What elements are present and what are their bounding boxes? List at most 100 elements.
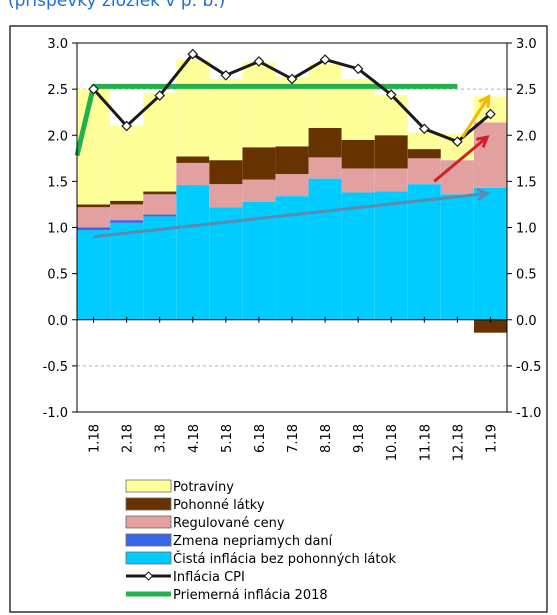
y-tick-label-right: 2.5 [516,83,537,98]
trend-arrow [93,191,488,239]
bar-segment [242,147,276,180]
bar-segment [473,187,507,320]
bar-segment [374,191,408,320]
bar-segment [374,168,408,192]
average-inflation-line [74,83,458,157]
cpi-marker [220,69,232,81]
x-tick-label: 10.18 [385,424,400,461]
x-tick-label: 7.18 [286,424,301,453]
bar-segment [242,62,276,148]
bar-segment [275,173,309,197]
bar-segment [110,126,144,201]
bar-segment [374,135,408,169]
bar-segment [110,200,144,205]
y-tick-label-left: 2.5 [47,83,68,98]
legend-swatch [125,515,172,529]
bar-segment [341,78,375,140]
legend-swatch [125,551,172,565]
x-tick-label: 2.18 [121,424,136,453]
bar-segment [407,132,441,150]
cpi-marker [121,120,132,132]
bar-segment [440,194,474,320]
bar-segment [143,216,177,320]
bar-segment [341,139,375,169]
x-tick-label: 6.18 [253,424,268,453]
bar-segment [341,192,375,320]
bar-segment [308,127,342,158]
y-tick-label-right: -0.5 [516,360,541,375]
legend-label: Regulované ceny [173,516,285,531]
bar-segment [440,160,474,195]
bar-segment [77,227,111,231]
trend-arrow-head [476,135,490,148]
legend: Potraviny Pohonné látky Regulované ceny Zme… [125,479,396,603]
bar-segment [143,92,177,192]
cpi-marker [418,123,430,135]
bar-segment [110,220,144,223]
line-series [74,48,496,157]
cpi-marker [452,136,463,148]
y-tick-label-left: 2.0 [47,129,68,144]
x-tick-label: 1.19 [484,424,499,453]
legend-swatch [125,533,172,547]
y-tick-label-left: 0.5 [47,268,68,283]
legend-swatch [125,479,172,493]
x-tick-label: 8.18 [319,424,334,453]
legend-label: Zmena nepriamych daní [173,534,333,549]
bar-segment [176,162,210,186]
cpi-marker [286,73,298,85]
y-tick-label-right: -1.0 [516,406,541,421]
bar-segment [341,168,375,193]
bar-segment [209,184,243,208]
cpi-marker [187,48,199,60]
cpi-marker [352,63,364,75]
legend-label: Priemerná inflácia 2018 [173,588,328,603]
bar-segment [209,160,243,185]
bar-segment [242,201,276,320]
cpi-marker [88,83,99,95]
bar-segment [473,122,507,188]
x-tick-label: 9.18 [352,424,367,453]
bar-segment [143,194,177,215]
x-tick-label: 3.18 [154,424,169,453]
bar-segment [176,185,210,320]
bar-segment [110,204,144,221]
trend-arrows [93,93,491,239]
legend-swatch-marker [143,571,154,581]
x-tick-label: 5.18 [220,424,235,453]
y-tick-label-left: -1.0 [43,406,68,421]
cpi-marker [319,54,331,65]
bar-segment [242,179,276,202]
bar-segment [308,64,342,128]
y-tick-label-right: 1.5 [516,175,537,190]
y-tick-label-left: 1.0 [47,222,68,237]
trend-arrow [461,95,491,138]
x-tick-label: 12.18 [451,424,466,461]
bar-segment [77,89,111,205]
y-tick-label-right: 3.0 [516,37,537,52]
chart-caption: (príspevky zložiek v p. b.) [8,0,226,11]
y-tick-label-left: 1.5 [47,175,68,190]
bar-segment [77,230,111,320]
axes: 3.0 3.0 2.5 2.5 2.0 2.0 1.5 1.5 1.0 1.0 0.5 0.5 0.0 0… [43,37,542,461]
bar-segment [77,207,111,228]
bar-segment [308,157,342,179]
y-tick-label-left: -0.5 [43,360,68,375]
cpi-marker [154,90,166,101]
legend-label: Potraviny [173,480,234,495]
y-tick-label-right: 0.5 [516,268,537,283]
y-tick-label-left: 0.0 [47,314,68,329]
bar-segment [176,156,210,163]
bar-segment [473,319,507,333]
bar-segment [209,207,243,320]
legend-label: Pohonné látky [173,498,265,513]
bar-series [77,59,507,333]
bar-segment [374,94,408,136]
chart-frame [9,25,548,613]
x-tick-label: 1.18 [88,424,103,453]
trend-arrow-head [476,187,491,201]
x-tick-label: 4.18 [187,424,202,453]
trend-arrow [433,135,489,183]
cpi-marker [385,89,397,101]
